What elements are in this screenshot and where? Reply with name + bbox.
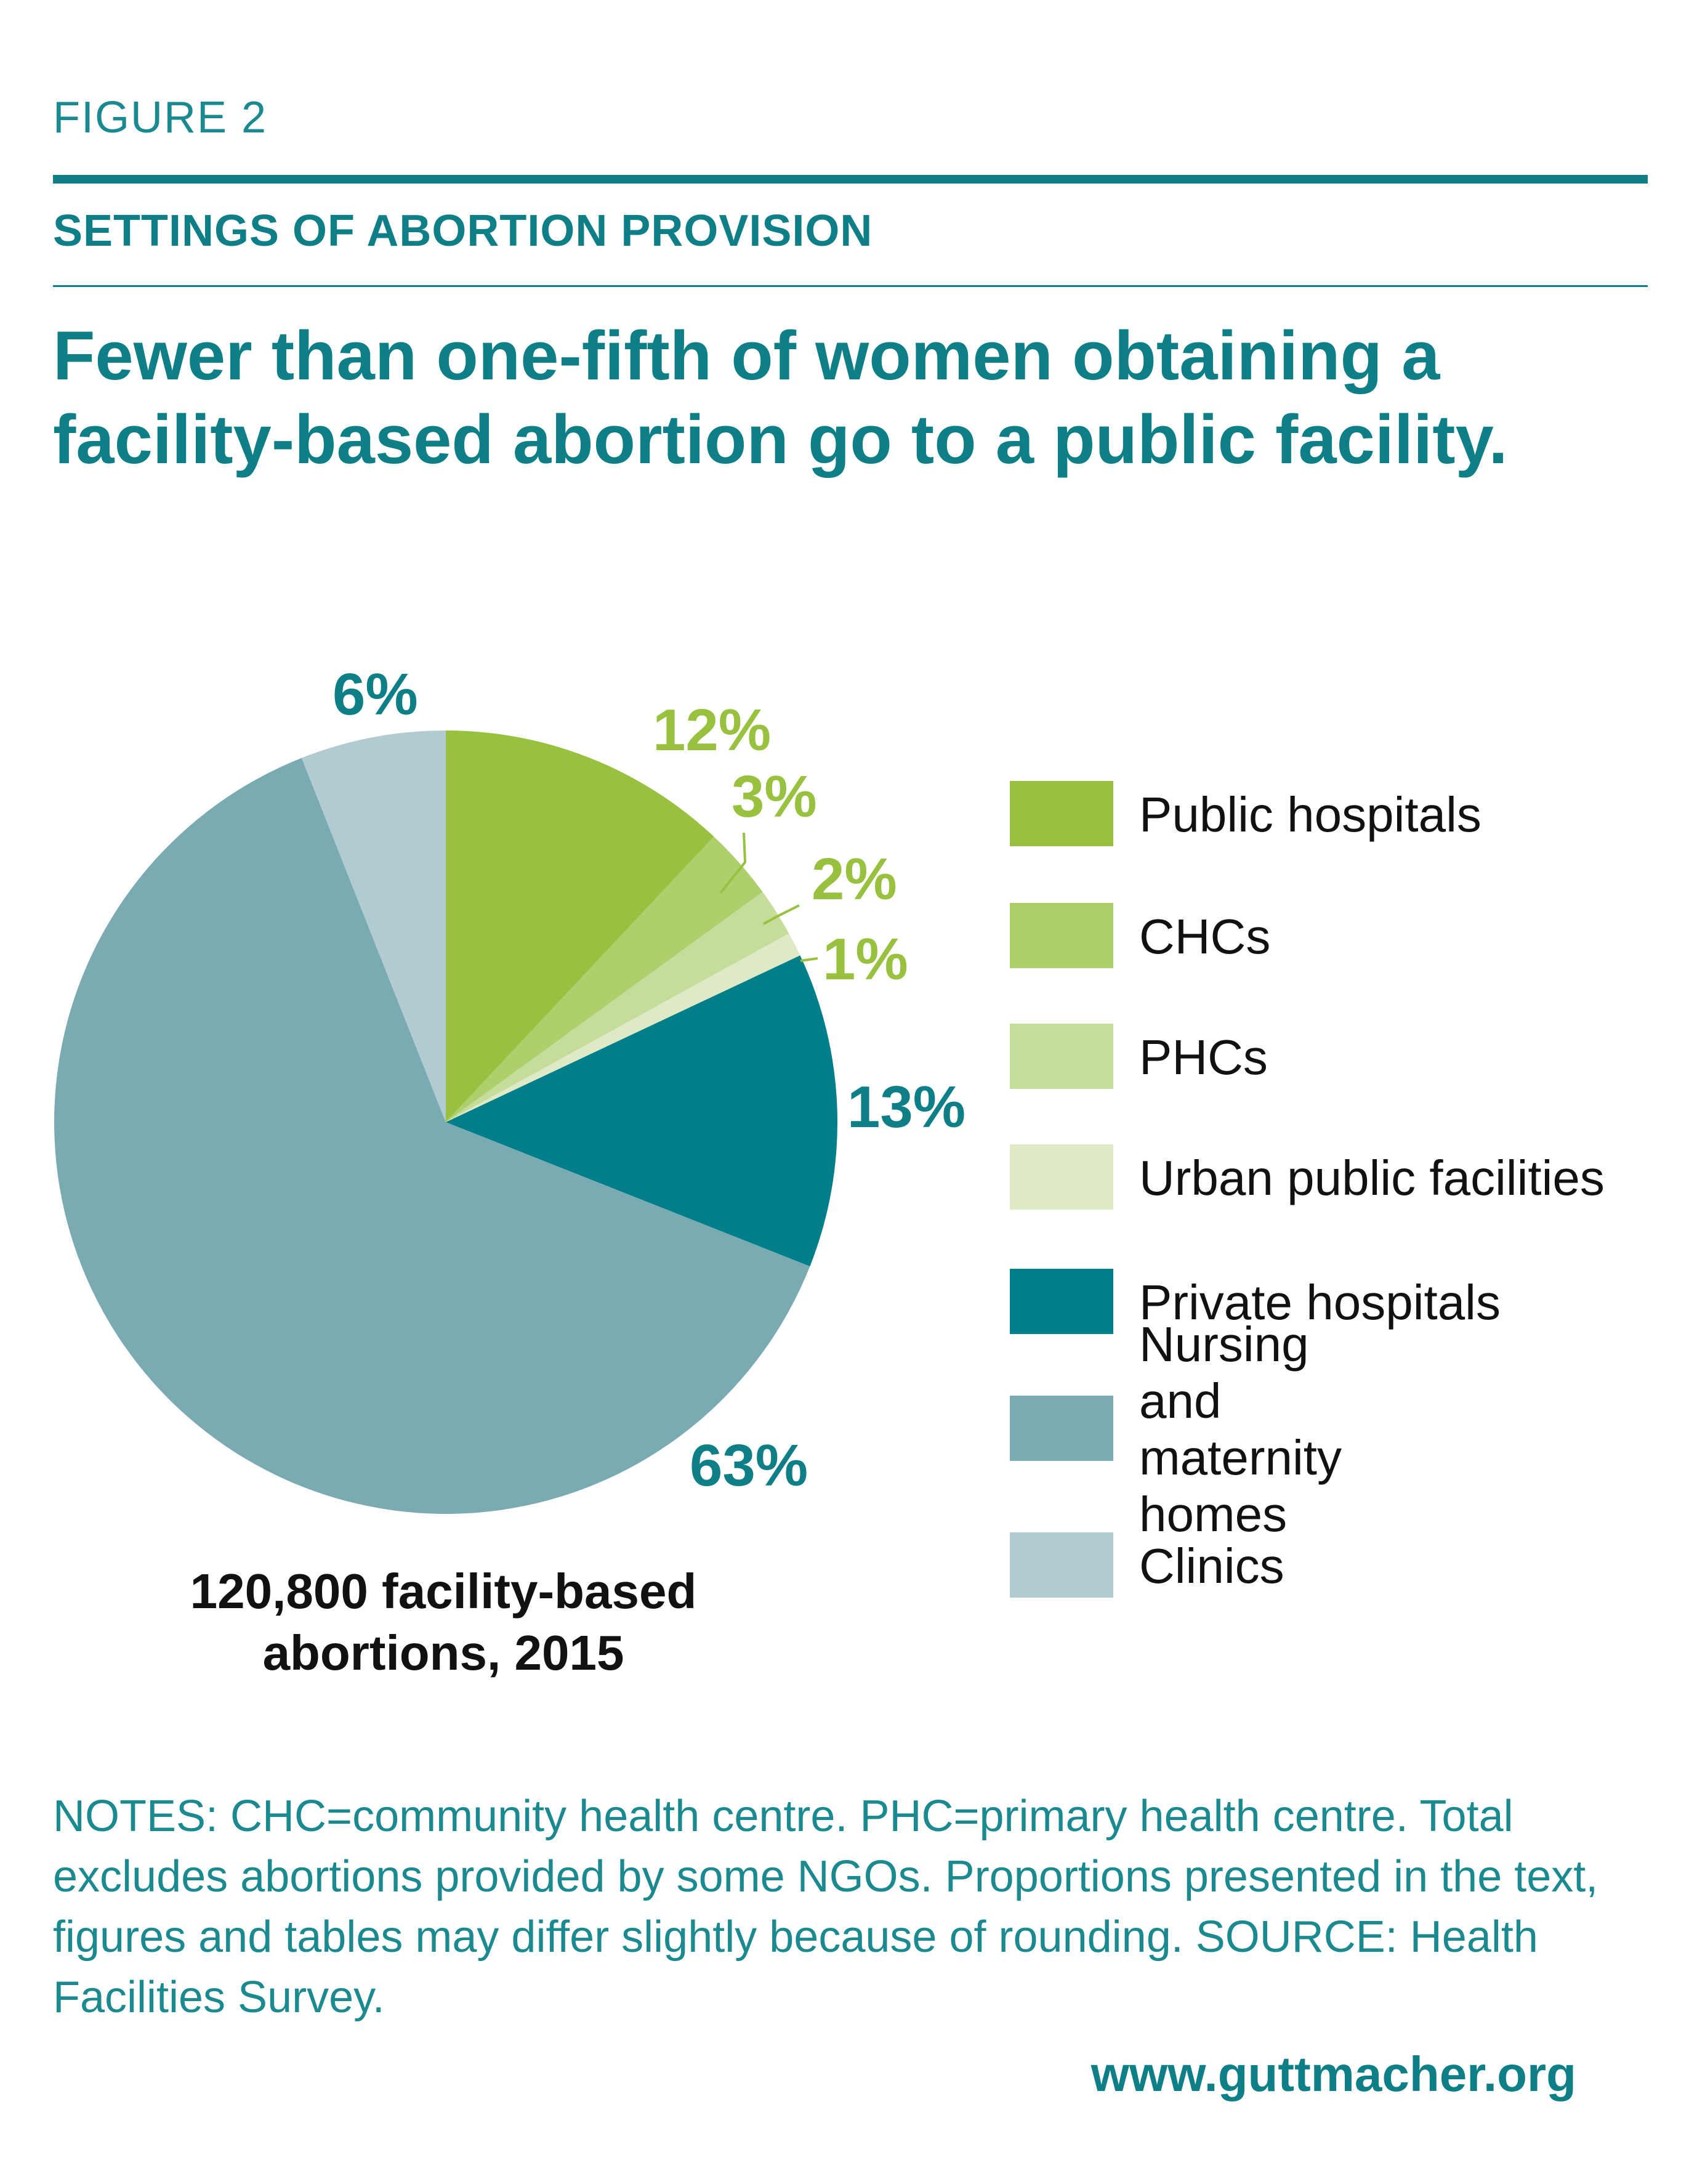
caption-line-2: abortions, 2015 bbox=[262, 1625, 624, 1680]
section-divider bbox=[53, 285, 1648, 287]
pie-slice-chcs bbox=[446, 836, 763, 1122]
slice-label: 3% bbox=[732, 764, 817, 830]
legend-swatch bbox=[1010, 903, 1113, 968]
website-link[interactable]: www.guttmacher.org bbox=[1090, 2047, 1576, 2101]
pie-slice-clinics bbox=[301, 730, 446, 1122]
pie-slice-nursing-and-maternity-homes bbox=[54, 758, 810, 1514]
figure-label: FIGURE 2 bbox=[53, 93, 268, 142]
legend-label: CHCs bbox=[1139, 909, 1271, 964]
legend-label: Nursing and maternity homes bbox=[1139, 1317, 1342, 1542]
notes: NOTES: CHC=community health centre. PHC=… bbox=[53, 1792, 1598, 2022]
legend-swatch bbox=[1010, 1269, 1113, 1334]
slice-label: 13% bbox=[847, 1074, 965, 1140]
legend-swatch bbox=[1010, 1144, 1113, 1210]
slice-label: 2% bbox=[812, 846, 897, 912]
slice-label: 1% bbox=[823, 926, 908, 992]
leader-line bbox=[800, 957, 818, 962]
section-title: SETTINGS OF ABORTION PROVISION bbox=[53, 206, 873, 256]
legend-label: PHCs bbox=[1139, 1030, 1268, 1085]
legend-label: Clinics bbox=[1139, 1539, 1284, 1593]
leader-line bbox=[719, 832, 747, 894]
pie-slice-phcs bbox=[446, 892, 789, 1122]
legend-swatch bbox=[1010, 1396, 1113, 1461]
leader-line bbox=[763, 904, 800, 925]
legend-label: Urban public facilities bbox=[1139, 1151, 1605, 1205]
slice-label: 63% bbox=[690, 1433, 808, 1498]
slice-label: 6% bbox=[333, 661, 418, 727]
legend-swatch bbox=[1010, 1024, 1113, 1089]
caption-line-1: 120,800 facility-based bbox=[190, 1564, 697, 1619]
slice-label: 12% bbox=[653, 697, 771, 763]
legend-swatch bbox=[1010, 1532, 1113, 1598]
pie-slice-private-hospitals bbox=[446, 955, 837, 1267]
pie-slice-urban-public-facilities bbox=[446, 933, 800, 1122]
chart-caption: 120,800 facility-based abortions, 2015 bbox=[117, 1561, 770, 1684]
headline: Fewer than one-fifth of women obtaining … bbox=[53, 317, 1508, 478]
header-rule bbox=[53, 175, 1648, 184]
legend-swatch bbox=[1010, 781, 1113, 846]
pie-slice-public-hospitals bbox=[446, 730, 714, 1122]
legend-label: Private hospitals bbox=[1139, 1275, 1501, 1330]
legend-label: Public hospitals bbox=[1139, 787, 1481, 842]
